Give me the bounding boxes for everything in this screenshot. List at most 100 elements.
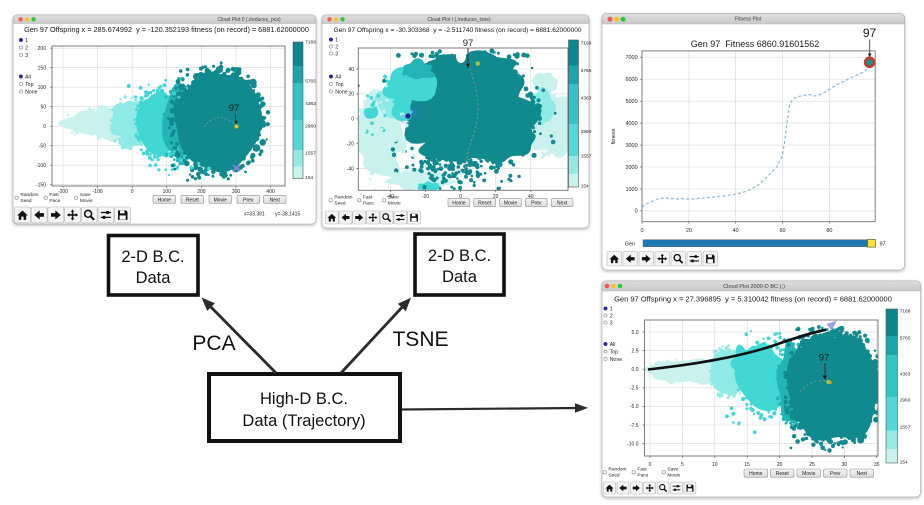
svg-text:None: None (25, 89, 38, 95)
svg-text:All: All (610, 342, 616, 348)
svg-text:5000: 5000 (625, 99, 637, 105)
svg-text:0: 0 (649, 462, 652, 468)
svg-text:All: All (25, 74, 31, 80)
svg-text:1557: 1557 (900, 425, 911, 431)
svg-text:Data: Data (136, 269, 172, 287)
svg-text:1000: 1000 (625, 187, 637, 193)
svg-text:2-D B.C.: 2-D B.C. (428, 247, 491, 265)
svg-text:2-D B.C.: 2-D B.C. (121, 248, 184, 266)
svg-text:50: 50 (40, 105, 46, 111)
svg-text:Home: Home (749, 471, 763, 477)
svg-text:154: 154 (305, 175, 313, 181)
svg-text:Save: Save (388, 195, 399, 201)
svg-text:0: 0 (43, 124, 46, 130)
svg-text:3: 3 (25, 53, 28, 59)
svg-text:Reset: Reset (478, 200, 492, 206)
svg-text:Seed: Seed (334, 201, 346, 207)
svg-text:5: 5 (681, 462, 684, 468)
svg-text:20: 20 (777, 462, 783, 468)
svg-text:3: 3 (610, 320, 613, 326)
svg-text:15: 15 (744, 462, 750, 468)
svg-text:7168: 7168 (581, 41, 592, 47)
svg-text:TSNE: TSNE (392, 328, 448, 351)
svg-text:0: 0 (131, 189, 134, 195)
svg-text:4000: 4000 (625, 121, 637, 127)
svg-text:Prev: Prev (531, 200, 542, 206)
svg-text:Movie: Movie (667, 473, 680, 479)
svg-text:154: 154 (900, 460, 908, 466)
svg-text:Data (Trajectory): Data (Trajectory) (242, 412, 365, 430)
svg-text:1: 1 (335, 37, 338, 43)
svg-text:Movie: Movie (214, 197, 228, 203)
svg-text:Cloud Plot I (./reduces_tsne): Cloud Plot I (./reduces_tsne) (427, 17, 491, 23)
svg-text:-7.5: -7.5 (630, 423, 639, 429)
svg-text:-200: -200 (58, 189, 68, 195)
svg-text:40: 40 (348, 67, 354, 73)
svg-text:Prev: Prev (243, 197, 254, 203)
svg-text:Top: Top (335, 82, 343, 88)
svg-text:Fast: Fast (49, 192, 59, 198)
svg-text:4363: 4363 (581, 95, 592, 101)
svg-text:7168: 7168 (305, 40, 316, 46)
svg-text:80: 80 (826, 228, 832, 234)
svg-text:-100: -100 (36, 163, 46, 169)
svg-text:Random: Random (608, 467, 626, 473)
svg-text:-40: -40 (347, 166, 354, 172)
svg-text:Pace: Pace (637, 473, 648, 479)
svg-text:20: 20 (686, 228, 692, 234)
svg-text:35: 35 (874, 462, 880, 468)
svg-text:0: 0 (351, 117, 354, 123)
svg-text:0: 0 (459, 194, 462, 200)
svg-text:5765: 5765 (581, 68, 592, 74)
svg-text:5765: 5765 (900, 336, 911, 342)
svg-text:2.5: 2.5 (632, 348, 639, 354)
svg-text:0: 0 (635, 209, 638, 215)
svg-text:4363: 4363 (305, 101, 316, 107)
svg-text:1: 1 (610, 306, 613, 312)
svg-text:97: 97 (863, 26, 877, 40)
svg-text:Movie: Movie (80, 198, 93, 204)
svg-text:Top: Top (610, 349, 618, 355)
svg-text:-20: -20 (422, 194, 429, 200)
svg-text:Gen 97 Offspring x = 27.396895: Gen 97 Offspring x = 27.396895 y = 5.310… (614, 295, 892, 304)
svg-text:Home: Home (452, 200, 466, 206)
svg-text:-2.5: -2.5 (630, 386, 639, 392)
svg-text:2: 2 (25, 45, 28, 51)
svg-text:200: 200 (38, 46, 47, 52)
svg-text:2960: 2960 (305, 124, 316, 130)
svg-text:2000: 2000 (625, 165, 637, 171)
svg-text:1557: 1557 (581, 154, 592, 160)
svg-text:Gen: Gen (625, 241, 635, 247)
svg-text:PCA: PCA (192, 332, 235, 355)
svg-text:fitness: fitness (611, 128, 617, 144)
svg-text:10: 10 (712, 462, 718, 468)
svg-text:400: 400 (266, 189, 275, 195)
svg-text:Gen 97 Fitness 6860.91601562: Gen 97 Fitness 6860.91601562 (691, 39, 820, 49)
svg-text:None: None (335, 89, 348, 95)
svg-text:Seed: Seed (20, 198, 32, 204)
svg-text:Movie: Movie (504, 200, 518, 206)
svg-text:-20: -20 (347, 142, 354, 148)
svg-text:-5.0: -5.0 (630, 404, 639, 410)
svg-text:y=-38.1415: y=-38.1415 (275, 212, 300, 218)
svg-text:Data: Data (442, 268, 478, 286)
svg-text:100: 100 (38, 85, 47, 91)
svg-text:Save: Save (80, 192, 91, 198)
svg-text:97: 97 (880, 241, 886, 247)
svg-text:Random: Random (334, 195, 352, 201)
svg-text:-150: -150 (36, 183, 46, 189)
svg-text:40: 40 (528, 194, 534, 200)
svg-text:2960: 2960 (900, 398, 911, 404)
svg-text:Movie: Movie (802, 471, 816, 477)
svg-text:2: 2 (610, 313, 613, 319)
svg-text:5.0: 5.0 (632, 330, 639, 336)
svg-text:1: 1 (25, 38, 28, 44)
svg-text:97: 97 (463, 38, 474, 49)
svg-text:0.0: 0.0 (632, 367, 639, 373)
svg-text:Seed: Seed (608, 473, 620, 479)
svg-text:Reset: Reset (186, 197, 200, 203)
svg-text:4363: 4363 (900, 372, 911, 378)
svg-text:60: 60 (779, 228, 785, 234)
svg-text:Random: Random (20, 192, 38, 198)
svg-text:40: 40 (733, 228, 739, 234)
